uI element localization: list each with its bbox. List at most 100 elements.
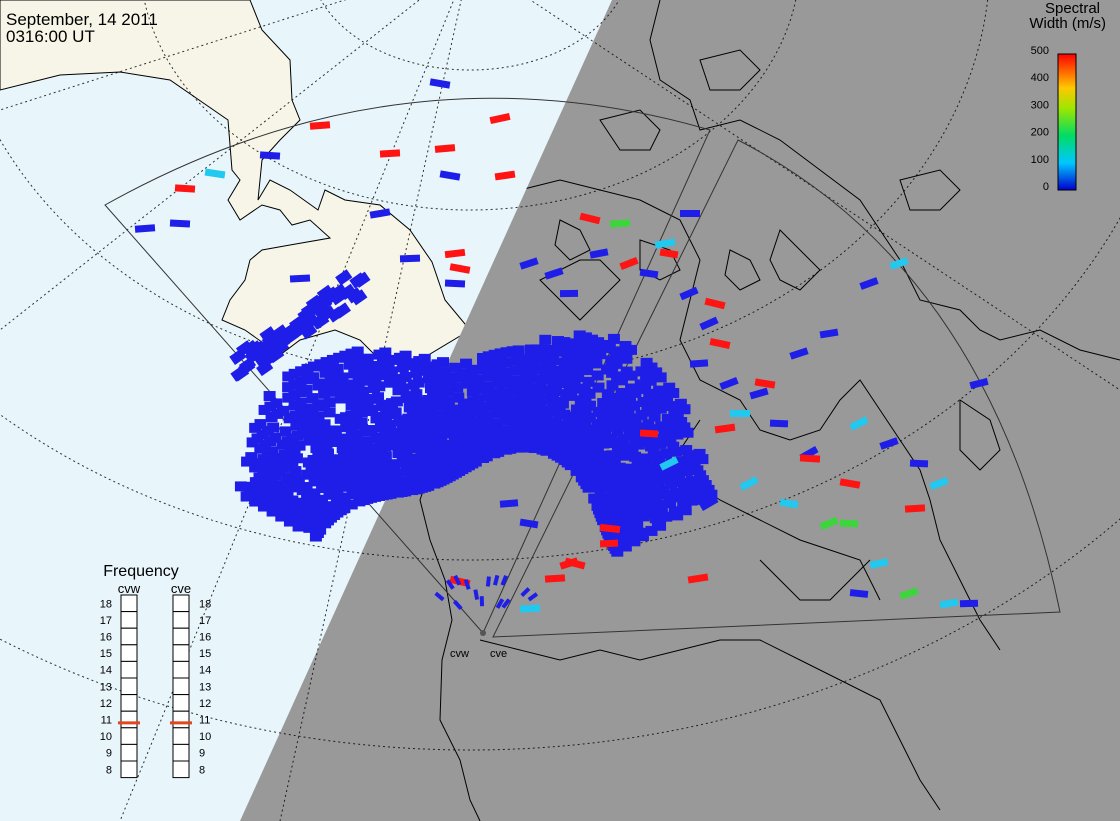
echo-cell xyxy=(739,476,759,491)
echo-cell xyxy=(400,445,413,456)
echo-cell xyxy=(589,248,609,259)
echo-cell xyxy=(439,170,461,181)
echo-cell xyxy=(685,495,698,506)
frequency-tick-label: 12 xyxy=(100,698,112,710)
echo-cell xyxy=(578,433,591,444)
echo-cell xyxy=(482,381,495,392)
echo-cell xyxy=(629,387,642,398)
echo-cell xyxy=(671,429,684,440)
echo-cell xyxy=(524,344,537,355)
echo-cell xyxy=(688,460,701,471)
echo-cell xyxy=(316,506,329,517)
echo-cell xyxy=(307,372,320,383)
echo-cell xyxy=(493,574,500,586)
frequency-tick-label: 8 xyxy=(199,764,205,776)
echo-cell xyxy=(294,387,307,398)
frequency-tick-label: 15 xyxy=(199,648,211,660)
echo-cell xyxy=(338,492,351,503)
echo-cell xyxy=(320,357,333,368)
echo-cell xyxy=(445,579,455,590)
frequency-cell xyxy=(172,694,190,712)
echo-cell xyxy=(259,326,277,343)
echo-cell xyxy=(583,451,596,462)
echo-cell xyxy=(679,478,699,489)
colorbar-tick-label: 500 xyxy=(1031,45,1049,57)
echo-cell xyxy=(481,431,494,442)
frequency-tick-label: 11 xyxy=(199,715,210,727)
echo-cell xyxy=(397,383,410,394)
echo-cell xyxy=(312,411,325,422)
echo-cell xyxy=(579,332,592,343)
frequency-cell xyxy=(120,660,138,679)
frequency-cell xyxy=(172,627,190,646)
echo-cell xyxy=(345,348,358,359)
frequency-tick-label: 18 xyxy=(199,598,211,610)
frequency-cell xyxy=(172,660,190,679)
echo-cell xyxy=(453,574,462,586)
echo-cell xyxy=(570,465,583,476)
echo-cell xyxy=(452,392,465,403)
echo-cell xyxy=(289,274,311,283)
echo-cell xyxy=(583,467,596,478)
frequency-tick-label: 11 xyxy=(101,715,112,727)
echo-cell xyxy=(452,599,463,611)
echo-cell xyxy=(490,418,503,429)
echo-cell xyxy=(270,398,283,409)
echo-cell xyxy=(667,441,680,452)
echo-cell xyxy=(379,149,401,158)
echo-cell xyxy=(342,451,355,462)
echo-cell xyxy=(508,375,521,386)
echo-cell xyxy=(289,466,302,477)
echo-cell xyxy=(683,450,696,461)
echo-cell xyxy=(384,419,397,430)
echo-cell xyxy=(418,353,431,364)
echo-cell xyxy=(699,495,719,512)
echo-cell xyxy=(480,451,493,462)
echo-cell xyxy=(564,338,577,349)
frequency-panel: Frequency cvw cve 1817161514131211109818… xyxy=(100,563,211,779)
echo-cell xyxy=(859,277,879,290)
echo-cell xyxy=(644,375,657,386)
echo-cell xyxy=(463,579,471,590)
echo-cell xyxy=(379,451,392,462)
echo-cell xyxy=(373,472,386,483)
frequency-cell xyxy=(172,677,190,696)
frequency-cell xyxy=(120,677,138,696)
echo-cell xyxy=(329,425,342,436)
echo-cell xyxy=(294,376,307,387)
echo-cell xyxy=(582,482,595,493)
echo-cell xyxy=(399,486,412,497)
echo-cell xyxy=(281,472,294,483)
echo-cell xyxy=(654,438,667,449)
echo-cell xyxy=(497,387,510,398)
echo-cell xyxy=(564,460,577,471)
echo-cell xyxy=(653,385,666,396)
landmass-dayside xyxy=(0,0,471,371)
echo-cell xyxy=(590,358,603,369)
echo-cell xyxy=(384,488,397,499)
echo-cell xyxy=(441,386,454,397)
echo-cell xyxy=(323,489,336,500)
echo-cell xyxy=(696,494,709,505)
echo-cell xyxy=(435,410,448,421)
echo-cell xyxy=(469,456,482,467)
echo-cell xyxy=(607,515,620,526)
echo-cell xyxy=(256,359,274,377)
echo-cell xyxy=(300,482,313,493)
echo-cell xyxy=(499,499,519,508)
echo-cell xyxy=(314,524,327,535)
echo-cell xyxy=(435,464,448,475)
echo-cell xyxy=(134,224,156,233)
echo-cell xyxy=(261,331,279,349)
echo-cell xyxy=(599,426,612,437)
frequency-tick-label: 10 xyxy=(100,731,112,743)
echo-cell xyxy=(389,468,402,479)
echo-cell xyxy=(693,448,706,459)
echo-cell xyxy=(365,425,378,436)
echo-cell xyxy=(372,392,385,403)
echo-cell xyxy=(625,344,638,355)
echo-cell xyxy=(471,374,484,385)
echo-cell xyxy=(660,448,673,459)
echo-cell xyxy=(565,390,578,401)
echo-cell xyxy=(541,414,554,425)
